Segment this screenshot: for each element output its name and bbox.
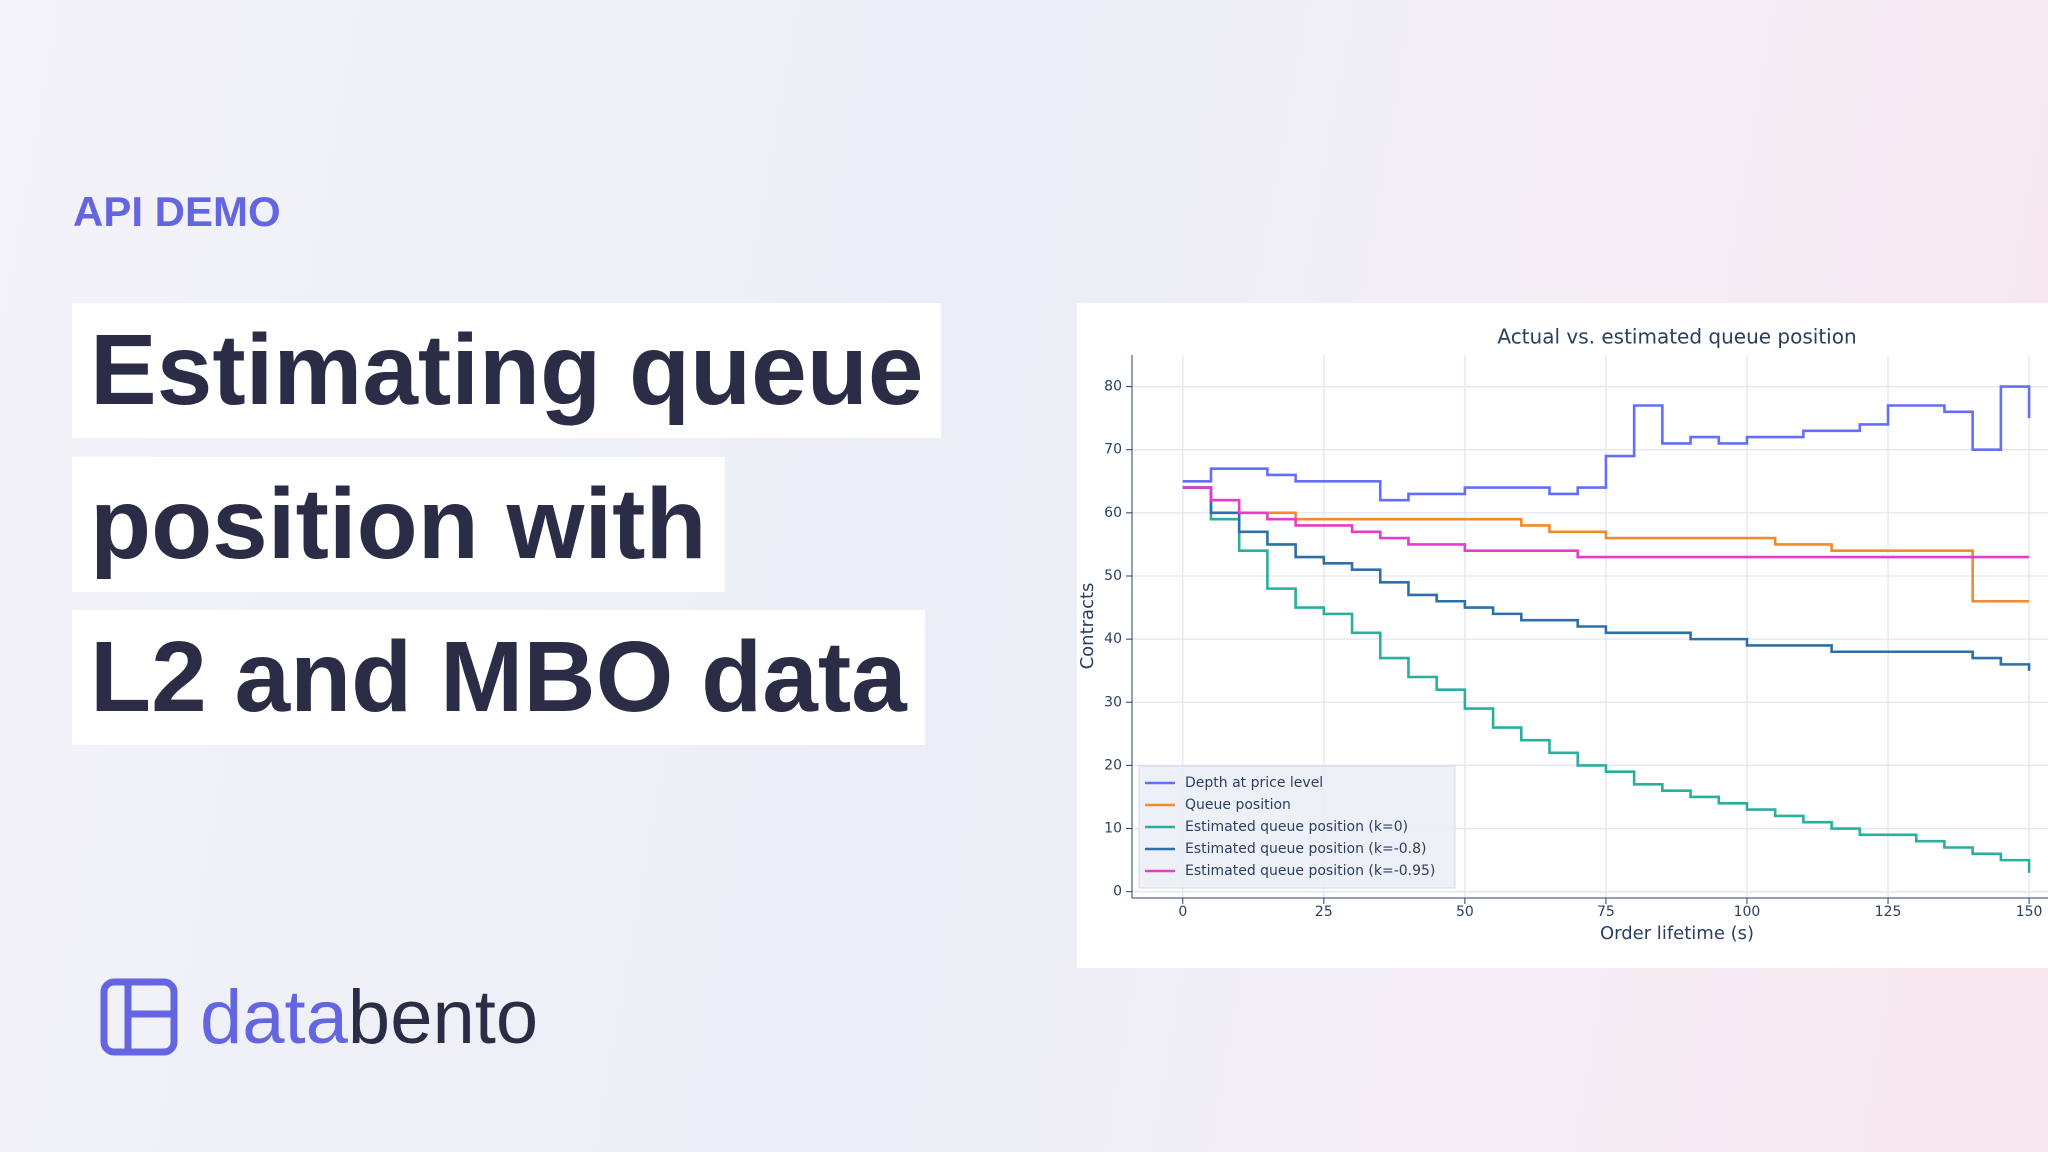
chart-title: Actual vs. estimated queue position [1497, 325, 1856, 349]
legend-label: Estimated queue position (k=-0.95) [1185, 863, 1435, 879]
logo-icon [100, 978, 178, 1056]
headline-line: Estimating queue [72, 303, 942, 438]
series-line [1182, 385, 2031, 502]
logo: data bento [100, 974, 539, 1060]
series-line [1182, 486, 2030, 559]
y-tick-label: 50 [1104, 568, 1122, 584]
plot-area [1132, 355, 2048, 898]
x-tick-label: 0 [1178, 904, 1187, 920]
x-tick-label: 25 [1315, 904, 1333, 920]
y-tick-label: 80 [1104, 379, 1122, 395]
legend-label: Estimated queue position (k=0) [1185, 819, 1408, 835]
y-tick-label: 30 [1104, 694, 1122, 710]
y-tick-label: 0 [1113, 884, 1122, 900]
y-tick-label: 20 [1104, 757, 1122, 773]
headline-line: L2 and MBO data [72, 610, 925, 745]
headline-line: position with [72, 457, 725, 592]
legend-label: Queue position [1185, 797, 1291, 813]
x-axis-label: Order lifetime (s) [1600, 923, 1754, 944]
logo-text: data [200, 974, 348, 1060]
y-tick-label: 10 [1104, 821, 1122, 837]
y-axis-label: Contracts [1077, 583, 1098, 670]
kicker: API DEMO [73, 188, 281, 235]
y-tick-label: 60 [1104, 505, 1122, 521]
legend-box [1138, 765, 1456, 889]
y-tick-label: 40 [1104, 631, 1122, 647]
x-tick-label: 75 [1597, 904, 1615, 920]
x-tick-label: 100 [1734, 904, 1761, 920]
series-line [1182, 486, 2030, 603]
series-line [1182, 486, 2031, 671]
legend-label: Estimated queue position (k=-0.8) [1185, 841, 1426, 857]
y-tick-label: 70 [1104, 442, 1122, 458]
x-tick-label: 150 [2016, 904, 2043, 920]
x-tick-label: 50 [1456, 904, 1474, 920]
logo-text: bento [347, 974, 539, 1060]
legend-label: Depth at price level [1185, 775, 1323, 791]
series-line [1182, 486, 2031, 873]
x-tick-label: 125 [1875, 904, 1902, 920]
